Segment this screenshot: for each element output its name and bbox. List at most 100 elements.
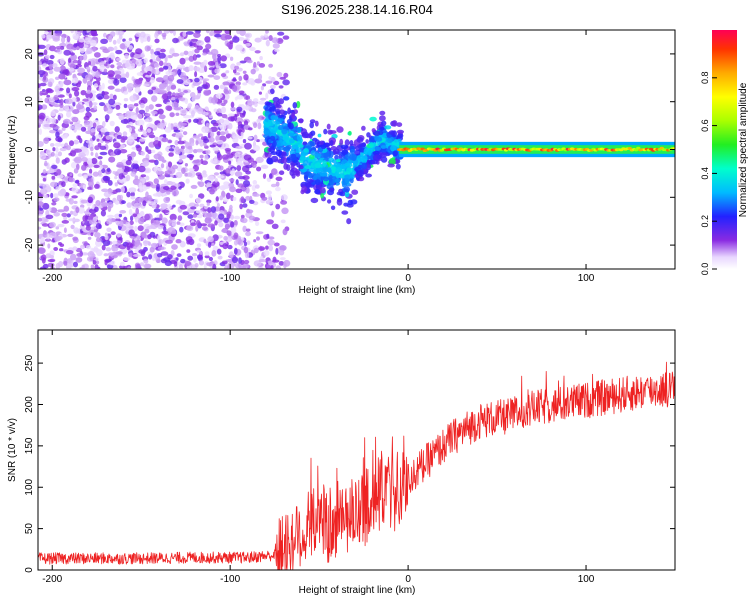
spectral-cell (126, 245, 131, 251)
spectral-cell (357, 169, 364, 177)
spectral-cell (65, 98, 73, 105)
spectral-cell (140, 102, 145, 109)
spectral-cell (103, 191, 112, 198)
spectral-cell (188, 202, 196, 208)
spectral-cell (369, 116, 377, 122)
spectral-cell (192, 135, 200, 139)
spectral-cell (215, 62, 219, 67)
spectral-cell (274, 48, 280, 52)
spectral-cell (167, 66, 172, 73)
spectral-cell (177, 215, 183, 222)
spectral-cell (47, 262, 55, 268)
spectral-cell (179, 204, 187, 210)
spectral-cell (392, 150, 398, 157)
spectral-cell (128, 187, 137, 193)
spectral-cell (86, 256, 94, 262)
spectral-cell (195, 197, 202, 204)
spectral-cell (354, 149, 361, 156)
spectral-cell (348, 130, 352, 136)
spectral-cell (239, 60, 247, 64)
spectral-cell (84, 119, 88, 124)
spectral-cell (232, 136, 239, 144)
spectral-cell (269, 173, 273, 179)
spectral-cell (235, 44, 244, 51)
spectral-cell (153, 219, 160, 225)
spectral-cell (38, 60, 42, 66)
spectral-cell (106, 167, 111, 173)
spectral-cell (167, 204, 172, 210)
spectral-cell (191, 253, 198, 257)
spectral-cell (108, 98, 116, 106)
spectral-cell (68, 67, 75, 72)
spectral-cell (213, 75, 221, 80)
spectral-cell (265, 245, 269, 250)
spectral-cell (125, 159, 132, 166)
spectral-cell (101, 201, 109, 207)
spectral-cell (170, 233, 177, 238)
spectral-cell (258, 63, 266, 68)
spectral-cell (98, 85, 103, 93)
spectral-cell (134, 240, 140, 248)
spectral-cell (101, 91, 109, 95)
spectral-cell (275, 203, 281, 210)
spectral-cell (133, 54, 142, 59)
spectral-cell (329, 187, 335, 192)
spectral-cell (269, 146, 275, 154)
spectral-cell (271, 210, 275, 218)
spectral-cell (252, 180, 258, 185)
spectral-cell (183, 90, 189, 93)
spectral-cell (322, 152, 330, 158)
spectral-cell (213, 172, 220, 176)
spectral-cell (87, 196, 94, 204)
spectral-cell (49, 54, 55, 60)
spectral-cell (384, 125, 392, 130)
spectral-cell (234, 171, 243, 177)
spectral-cell (183, 67, 187, 71)
spectral-cell (346, 218, 352, 225)
spectral-cell (379, 115, 386, 122)
spectral-cell (246, 240, 251, 245)
spectral-cell (314, 139, 320, 146)
spectral-cell (81, 264, 85, 269)
spectral-cell (270, 183, 277, 188)
spectral-cell (158, 83, 167, 90)
spectral-cell (185, 178, 190, 184)
spectral-cell (248, 127, 253, 131)
spectral-cell (275, 181, 280, 187)
spectral-cell (239, 112, 246, 118)
spectral-cell (306, 183, 312, 188)
spectral-cell (184, 98, 188, 105)
spectral-cell (207, 74, 215, 78)
spectral-cell (242, 203, 248, 208)
spectral-cell (179, 226, 184, 233)
spectral-cell (153, 62, 160, 68)
spectral-cell (145, 105, 150, 113)
spectral-cell (146, 36, 151, 42)
spectral-cell (194, 48, 200, 54)
spectral-cell (257, 122, 262, 130)
spectral-cell (263, 128, 271, 136)
spectral-cell (167, 161, 173, 168)
spectral-cell (230, 227, 237, 234)
spectral-cell (266, 233, 270, 239)
spectral-cell (145, 146, 149, 152)
spectral-cell (232, 36, 240, 43)
spectral-cell (365, 139, 370, 144)
spectral-cell (104, 232, 108, 237)
spectral-cell (57, 114, 61, 121)
spectral-cell (243, 241, 248, 247)
spectral-cell (52, 147, 56, 152)
spectral-cell (227, 133, 232, 138)
spectral-cell (44, 97, 49, 104)
spectral-cell (351, 170, 356, 176)
spectral-cell (72, 183, 78, 188)
spectral-cell (66, 111, 72, 118)
spectral-cell (41, 34, 46, 39)
spectral-cell (340, 144, 349, 150)
spectral-cell (193, 118, 199, 124)
spectral-cell (117, 30, 125, 36)
spectral-cell (171, 164, 178, 170)
spectral-cell (89, 219, 95, 225)
spectral-cell (138, 109, 146, 114)
spectral-cell (206, 199, 212, 204)
